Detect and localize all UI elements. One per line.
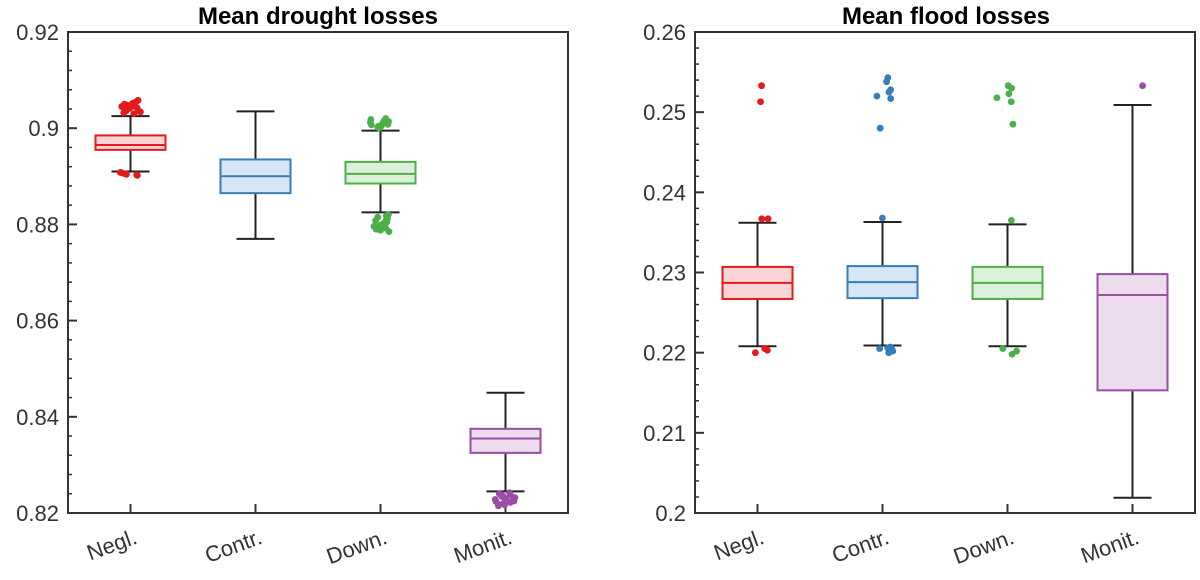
outlier-point: [884, 344, 892, 352]
drought-y-tick-label: 0.82: [16, 501, 59, 526]
outlier-point: [758, 82, 766, 90]
outlier-point: [116, 169, 124, 176]
drought-y-tick-label: 0.86: [16, 309, 59, 334]
outlier-point: [137, 108, 144, 116]
outlier-point: [876, 345, 884, 353]
outlier-point: [367, 116, 375, 123]
outlier-point: [367, 121, 375, 129]
outlier-point: [380, 119, 387, 127]
outlier-point: [885, 88, 893, 96]
outlier-point: [764, 346, 771, 354]
flood-y-tick-label: 0.24: [643, 180, 686, 205]
outlier-point: [498, 493, 506, 501]
flood-y-tick-label: 0.23: [643, 261, 686, 286]
flood-y-tick-label: 0.21: [643, 421, 686, 446]
drought-x-tick-label: Contr.: [201, 524, 265, 568]
outlier-point: [993, 94, 1001, 102]
flood-y-tick-label: 0.25: [643, 100, 686, 125]
drought-box-negl: [94, 96, 167, 179]
outlier-point: [370, 222, 378, 230]
drought-y-tick-label: 0.92: [16, 20, 59, 45]
flood-y-tick-label: 0.2: [655, 501, 686, 526]
outlier-point: [509, 495, 517, 503]
outlier-point: [492, 498, 500, 505]
flood-box-monit: [1096, 82, 1169, 499]
flood-x-tick-label: Monit.: [1077, 524, 1142, 568]
outlier-point: [133, 171, 141, 179]
outlier-point: [878, 214, 886, 222]
outlier-point: [758, 215, 766, 223]
outlier-point: [128, 100, 136, 108]
outlier-point: [1007, 98, 1015, 106]
outlier-point: [999, 345, 1007, 353]
drought-losses-panel: Mean drought losses 0.82 0.84 0.86 0.88 0.9 0…: [16, 3, 569, 569]
iqr-box: [344, 160, 417, 185]
outlier-point: [1009, 120, 1017, 128]
outlier-point: [873, 92, 881, 100]
chart-title-flood: Mean flood losses: [842, 3, 1050, 30]
flood-box-down: [971, 82, 1044, 358]
outlier-point: [1013, 347, 1021, 355]
outlier-point: [134, 96, 142, 104]
outlier-point: [876, 124, 884, 132]
outlier-point: [757, 98, 764, 106]
iqr-box: [469, 427, 542, 454]
flood-box-negl: [721, 82, 794, 357]
outlier-point: [887, 95, 895, 102]
outlier-point: [501, 501, 509, 509]
flood-losses-panel: Mean flood losses 0.2 0.21 0.22 0.23 0.24 0.2…: [643, 3, 1196, 569]
drought-y-tick-label: 0.9: [28, 116, 59, 141]
outlier-point: [123, 170, 130, 178]
iqr-box: [1096, 273, 1169, 392]
outlier-point: [752, 349, 759, 357]
outlier-point: [375, 122, 382, 130]
outlier-point: [377, 226, 384, 234]
drought-axes-frame: [67, 31, 569, 514]
flood-box-contr: [846, 74, 919, 357]
chart-title-drought: Mean drought losses: [198, 3, 438, 30]
outlier-point: [883, 78, 891, 86]
outlier-point: [372, 217, 380, 224]
outlier-point: [384, 215, 391, 223]
flood-x-tick-label: Contr.: [828, 524, 892, 568]
iqr-box: [94, 134, 167, 151]
flood-x-tick-label: Negl.: [710, 524, 767, 565]
flood-y-tick-label: 0.26: [643, 20, 686, 45]
outlier-point: [764, 215, 772, 223]
flood-y-tick-label: 0.22: [643, 341, 686, 366]
drought-y-tick-label: 0.88: [16, 212, 59, 237]
flood-x-tick-label: Down.: [950, 524, 1017, 569]
outlier-point: [382, 224, 390, 232]
outlier-point: [1007, 216, 1015, 224]
drought-box-monit: [469, 391, 542, 510]
drought-box-down: [344, 115, 417, 236]
outlier-point: [130, 110, 138, 118]
drought-x-tick-label: Monit.: [450, 524, 515, 568]
drought-x-tick-label: Negl.: [83, 524, 140, 565]
outlier-point: [1008, 84, 1016, 92]
outlier-point: [1005, 90, 1013, 98]
drought-box-contr: [219, 110, 292, 240]
drought-y-tick-label: 0.84: [16, 405, 59, 430]
outlier-point: [1139, 82, 1147, 90]
drought-x-tick-label: Down.: [323, 524, 390, 569]
